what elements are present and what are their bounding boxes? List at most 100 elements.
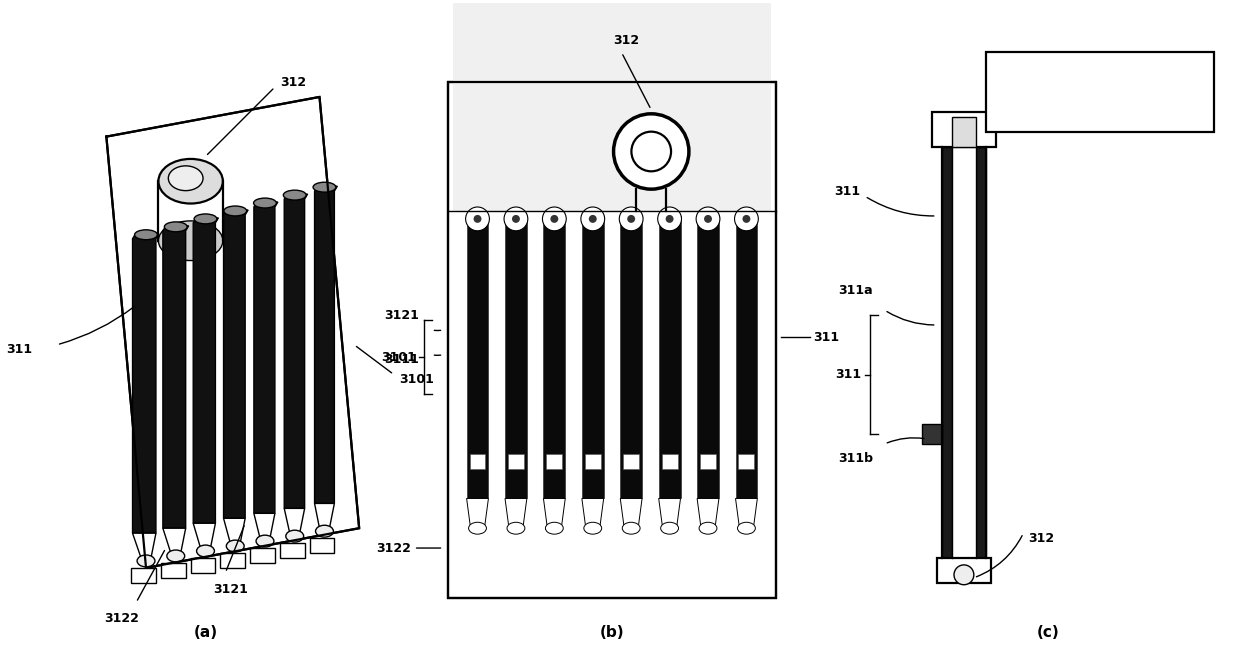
Polygon shape	[505, 499, 527, 528]
Circle shape	[614, 114, 689, 189]
Bar	[986, 52, 1214, 132]
Circle shape	[580, 207, 605, 231]
Polygon shape	[582, 499, 604, 528]
Polygon shape	[223, 519, 246, 543]
Polygon shape	[254, 513, 275, 538]
Polygon shape	[658, 499, 681, 528]
Ellipse shape	[257, 535, 274, 547]
Polygon shape	[131, 568, 156, 582]
Circle shape	[619, 207, 644, 231]
Ellipse shape	[159, 221, 223, 261]
Text: (b): (b)	[600, 625, 624, 640]
Bar	[508, 454, 523, 469]
Bar	[543, 216, 565, 499]
Polygon shape	[162, 226, 188, 528]
Polygon shape	[735, 499, 758, 528]
Text: 3121: 3121	[213, 582, 248, 596]
Text: 311: 311	[813, 331, 839, 344]
Bar	[582, 216, 604, 499]
Circle shape	[551, 215, 558, 223]
Circle shape	[666, 215, 673, 223]
Bar	[931, 112, 996, 146]
Circle shape	[627, 215, 635, 223]
Polygon shape	[250, 548, 275, 563]
Polygon shape	[191, 558, 216, 573]
Ellipse shape	[738, 522, 755, 534]
Text: 311: 311	[833, 184, 859, 197]
Circle shape	[503, 207, 528, 231]
Bar	[585, 454, 600, 469]
Bar	[449, 82, 775, 598]
Ellipse shape	[584, 522, 601, 534]
Bar	[620, 216, 642, 499]
Ellipse shape	[285, 530, 304, 542]
Ellipse shape	[622, 522, 640, 534]
Polygon shape	[133, 533, 156, 558]
Ellipse shape	[315, 525, 334, 537]
Text: 3101: 3101	[399, 373, 434, 386]
Ellipse shape	[699, 522, 717, 534]
Text: (a): (a)	[193, 625, 217, 640]
Circle shape	[466, 207, 490, 231]
Text: 3101: 3101	[381, 351, 415, 364]
Ellipse shape	[197, 545, 215, 557]
Polygon shape	[162, 528, 186, 553]
Bar	[505, 216, 527, 499]
Ellipse shape	[507, 522, 525, 534]
Polygon shape	[284, 508, 305, 533]
Text: 312: 312	[614, 34, 640, 47]
Bar	[466, 216, 489, 499]
Ellipse shape	[224, 206, 247, 216]
Bar	[739, 454, 754, 469]
Polygon shape	[466, 499, 489, 528]
Ellipse shape	[283, 190, 306, 200]
Bar	[921, 424, 941, 444]
Ellipse shape	[159, 159, 223, 204]
Ellipse shape	[195, 214, 217, 224]
Text: 311: 311	[836, 368, 862, 381]
Polygon shape	[697, 499, 719, 528]
Polygon shape	[221, 553, 246, 568]
Polygon shape	[193, 523, 216, 548]
Bar	[662, 454, 677, 469]
Text: 3122: 3122	[376, 542, 410, 555]
Text: 3122: 3122	[104, 613, 139, 626]
Ellipse shape	[227, 540, 244, 552]
Bar	[941, 146, 951, 558]
Bar	[658, 216, 681, 499]
Circle shape	[512, 215, 520, 223]
Ellipse shape	[546, 522, 563, 534]
Text: (c): (c)	[1037, 625, 1059, 640]
Text: 311: 311	[6, 343, 32, 356]
Circle shape	[954, 565, 973, 585]
Polygon shape	[193, 218, 218, 523]
Polygon shape	[161, 563, 186, 578]
Polygon shape	[620, 499, 642, 528]
Text: 312: 312	[1028, 531, 1054, 544]
Bar	[735, 216, 758, 499]
Ellipse shape	[165, 222, 187, 232]
Circle shape	[696, 207, 720, 231]
Polygon shape	[133, 233, 159, 533]
Text: 312: 312	[280, 75, 306, 88]
Polygon shape	[254, 202, 278, 513]
Text: 311b: 311b	[838, 452, 873, 465]
Ellipse shape	[169, 166, 203, 191]
Bar	[470, 454, 485, 469]
Ellipse shape	[661, 522, 678, 534]
Circle shape	[589, 215, 596, 223]
Bar	[624, 454, 639, 469]
Bar	[936, 558, 991, 582]
Circle shape	[734, 207, 759, 231]
Circle shape	[657, 207, 682, 231]
Ellipse shape	[167, 550, 185, 562]
Circle shape	[542, 207, 567, 231]
Bar	[697, 216, 719, 499]
Polygon shape	[315, 504, 335, 528]
Bar	[951, 146, 976, 558]
Polygon shape	[315, 186, 337, 504]
Text: 3121: 3121	[383, 308, 419, 322]
Ellipse shape	[138, 555, 155, 567]
Polygon shape	[543, 499, 565, 528]
Circle shape	[704, 215, 712, 223]
